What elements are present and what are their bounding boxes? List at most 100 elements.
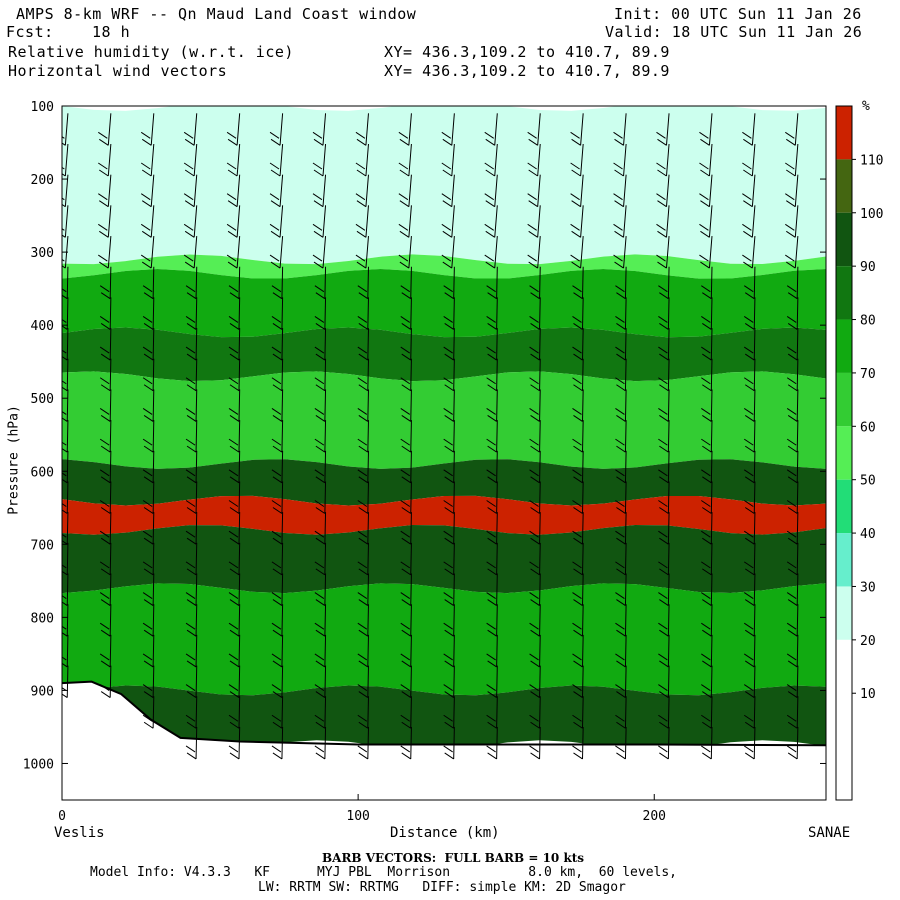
wind-barb bbox=[98, 205, 112, 238]
wind-barb bbox=[786, 481, 799, 514]
wind-barb bbox=[743, 634, 756, 668]
wind-barb bbox=[99, 420, 112, 453]
rh-layer bbox=[62, 269, 826, 338]
wind-barb bbox=[786, 696, 799, 729]
wind-barb bbox=[785, 205, 799, 238]
y-tick-label: 200 bbox=[31, 173, 54, 188]
wind-barb bbox=[62, 174, 69, 208]
wind-barb bbox=[228, 573, 241, 606]
wind-barb bbox=[185, 450, 198, 484]
wind-barb bbox=[615, 450, 627, 484]
wind-barb bbox=[142, 450, 155, 484]
wind-barb bbox=[701, 573, 713, 606]
wind-barb bbox=[142, 420, 155, 453]
wind-barb bbox=[486, 665, 498, 698]
wind-barb bbox=[271, 481, 284, 514]
wind-barb bbox=[572, 665, 584, 698]
wind-barb bbox=[99, 573, 112, 606]
field-name-rh: Relative humidity (w.r.t. ice) bbox=[8, 43, 294, 61]
y-tick-label: 900 bbox=[31, 684, 54, 699]
colorbar-swatch bbox=[836, 639, 852, 694]
wind-barb bbox=[99, 542, 112, 576]
wind-barb bbox=[62, 481, 69, 514]
wind-barb bbox=[742, 143, 756, 177]
wind-barb bbox=[269, 235, 284, 269]
wind-barb bbox=[699, 235, 713, 269]
wind-barb bbox=[743, 266, 756, 300]
wind-barb bbox=[658, 297, 670, 330]
wind-barb bbox=[314, 512, 327, 545]
colorbar-label: 80 bbox=[860, 314, 876, 329]
wind-barb bbox=[699, 143, 713, 177]
wind-barb bbox=[656, 205, 670, 238]
wind-barb bbox=[615, 358, 627, 392]
wind-barb bbox=[62, 143, 69, 177]
wind-barb bbox=[785, 113, 799, 146]
wind-barb bbox=[185, 328, 198, 361]
wind-barb bbox=[613, 174, 627, 208]
wind-barb bbox=[443, 297, 455, 330]
wind-barb bbox=[357, 604, 369, 637]
wind-barb bbox=[615, 266, 627, 300]
wind-barb bbox=[572, 328, 584, 361]
wind-barb bbox=[527, 174, 541, 208]
wind-barb bbox=[228, 389, 241, 422]
wind-barb bbox=[312, 143, 327, 177]
wind-barb bbox=[701, 512, 713, 545]
wind-barb bbox=[314, 481, 327, 514]
wind-barb bbox=[140, 113, 155, 146]
wind-barb bbox=[529, 481, 541, 514]
wind-barb bbox=[228, 297, 241, 330]
wind-barb bbox=[572, 696, 584, 729]
colorbar-label: 50 bbox=[860, 474, 876, 489]
wind-barb bbox=[529, 450, 541, 484]
wind-barb bbox=[786, 297, 799, 330]
wind-barb bbox=[486, 328, 498, 361]
wind-barb bbox=[443, 665, 455, 698]
wind-barb bbox=[656, 143, 670, 177]
wind-barb bbox=[529, 696, 541, 729]
wind-barb bbox=[572, 389, 584, 422]
terrain-mask bbox=[62, 681, 826, 800]
wind-barb bbox=[98, 143, 112, 177]
barb-note: BARB VECTORS: FULL BARB = 10 kts bbox=[322, 851, 585, 865]
wind-barb bbox=[271, 328, 284, 361]
wind-barb bbox=[443, 450, 455, 484]
wind-barb bbox=[314, 420, 327, 453]
x-axis-label: Distance (km) bbox=[390, 825, 500, 841]
wind-barb bbox=[441, 205, 455, 238]
wind-barb bbox=[701, 297, 713, 330]
colorbar-label: 40 bbox=[860, 527, 876, 542]
colorbar-swatch bbox=[836, 746, 852, 800]
wind-barb bbox=[269, 205, 284, 238]
wind-barb bbox=[62, 420, 69, 453]
wind-barb bbox=[400, 450, 412, 484]
wind-barb bbox=[572, 481, 584, 514]
wind-barb bbox=[357, 726, 369, 760]
xy-range-2: XY= 436.3,109.2 to 410.7, 89.9 bbox=[384, 62, 670, 80]
wind-barb bbox=[486, 573, 498, 606]
wind-barb bbox=[400, 328, 412, 361]
wind-barb bbox=[400, 512, 412, 545]
wind-barb bbox=[183, 205, 198, 238]
wind-barb bbox=[400, 573, 412, 606]
wind-barb bbox=[699, 205, 713, 238]
wind-barb bbox=[99, 266, 112, 300]
wind-barb bbox=[271, 450, 284, 484]
rh-layer bbox=[62, 254, 826, 279]
wind-barb bbox=[271, 573, 284, 606]
wind-barb bbox=[62, 297, 69, 330]
colorbar-swatch bbox=[836, 106, 852, 160]
wind-barb bbox=[443, 604, 455, 637]
wind-barb bbox=[701, 696, 713, 729]
wind-barb bbox=[271, 604, 284, 637]
wind-barb bbox=[314, 726, 327, 760]
wind-barb bbox=[701, 389, 713, 422]
wind-barb bbox=[398, 143, 412, 177]
wind-barb bbox=[441, 174, 455, 208]
wind-barb bbox=[226, 174, 241, 208]
wind-barb bbox=[786, 389, 799, 422]
wind-barb bbox=[142, 512, 155, 545]
wind-barb bbox=[183, 235, 198, 269]
wind-barb bbox=[529, 389, 541, 422]
